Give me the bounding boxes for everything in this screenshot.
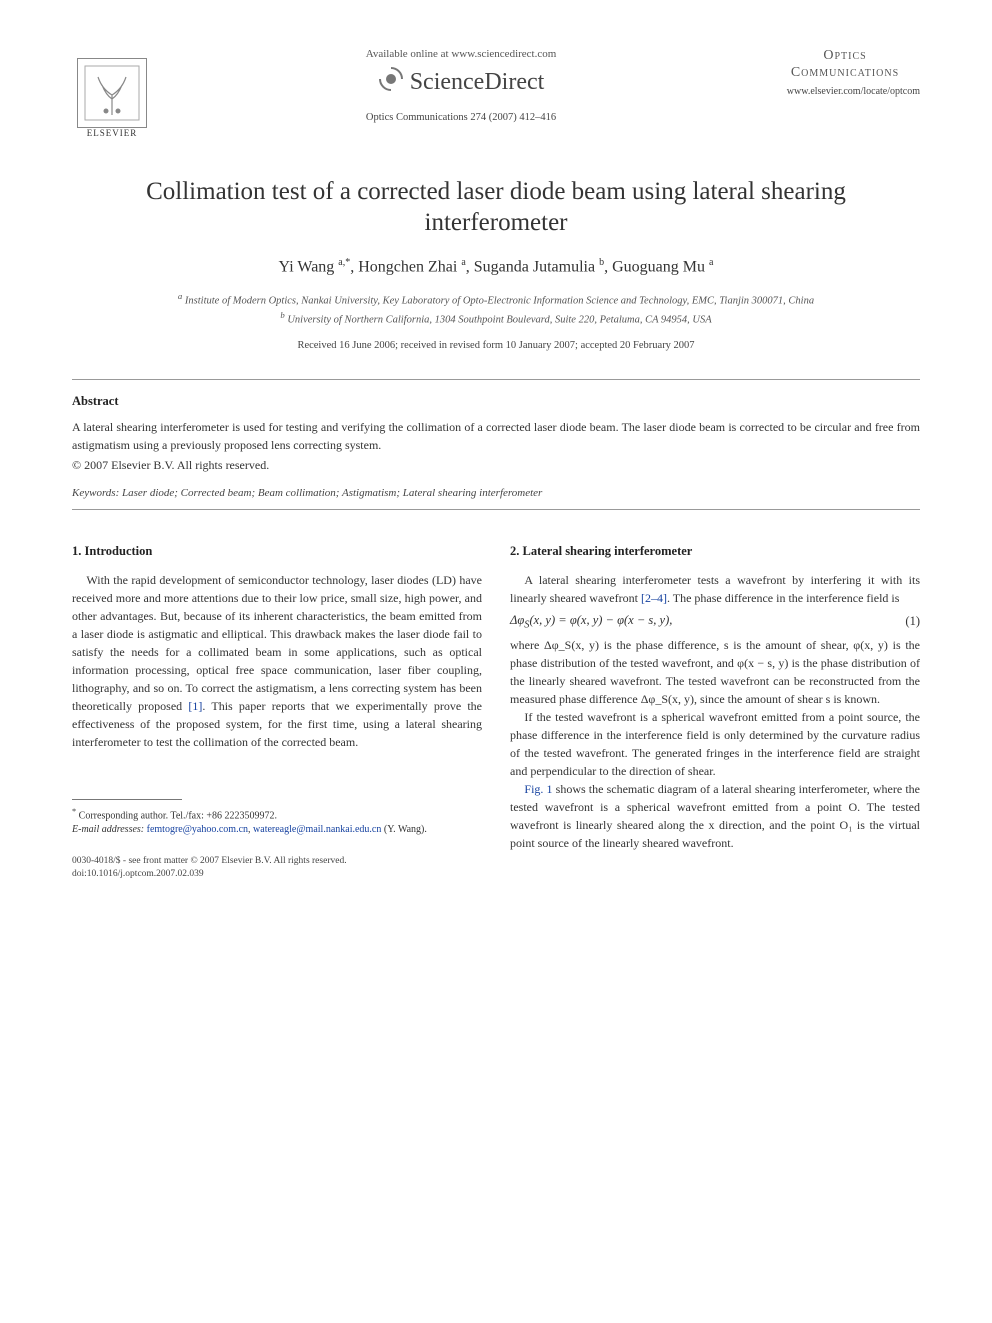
- elsevier-tree-icon: [77, 58, 147, 128]
- author-3-markers: b: [599, 257, 604, 268]
- section-1-heading: 1. Introduction: [72, 544, 482, 559]
- author-3: Suganda Jutamulia: [474, 258, 595, 275]
- email-author: (Y. Wang).: [384, 824, 427, 835]
- keywords-label: Keywords:: [72, 487, 119, 499]
- article-dates: Received 16 June 2006; received in revis…: [72, 340, 920, 351]
- front-matter-line: 0030-4018/$ - see front matter © 2007 El…: [72, 855, 482, 868]
- abstract-text: A lateral shearing interferometer is use…: [72, 420, 920, 451]
- email-line: E-mail addresses: femtogre@yahoo.com.cn,…: [72, 823, 482, 837]
- rule-below-keywords: [72, 509, 920, 510]
- email-1[interactable]: femtogre@yahoo.com.cn: [147, 824, 248, 835]
- eq-rhs: (x, y) = φ(x, y) − φ(x − s, y),: [529, 613, 672, 627]
- right-column: 2. Lateral shearing interferometer A lat…: [510, 544, 920, 881]
- author-2: Hongchen Zhai: [358, 258, 457, 275]
- sciencedirect-logo: ScienceDirect: [378, 66, 545, 98]
- section-2-body-cont: where Δφ_S(x, y) is the phase difference…: [510, 636, 920, 852]
- header-row: ELSEVIER Available online at www.science…: [72, 48, 920, 138]
- journal-name-line1: Optics: [823, 48, 866, 63]
- fig-1-link[interactable]: Fig. 1: [524, 782, 552, 796]
- footnotes: * Corresponding author. Tel./fax: +86 22…: [72, 806, 482, 837]
- equation-1-body: ΔφS(x, y) = φ(x, y) − φ(x − s, y),: [510, 613, 672, 631]
- lsi-p2: where Δφ_S(x, y) is the phase difference…: [510, 636, 920, 708]
- left-column: 1. Introduction With the rapid developme…: [72, 544, 482, 881]
- available-online-text: Available online at www.sciencedirect.co…: [162, 48, 760, 60]
- doi-line: doi:10.1016/j.optcom.2007.02.039: [72, 868, 482, 881]
- author-4-markers: a: [709, 257, 713, 268]
- author-1-markers: a,*: [338, 257, 350, 268]
- journal-block: Optics Communications www.elsevier.com/l…: [770, 48, 920, 97]
- rule-above-abstract: [72, 379, 920, 380]
- lsi-p3: If the tested wavefront is a spherical w…: [510, 708, 920, 780]
- email-label: E-mail addresses:: [72, 824, 144, 835]
- abstract-heading: Abstract: [72, 394, 920, 409]
- corresponding-author-note: * Corresponding author. Tel./fax: +86 22…: [72, 806, 482, 823]
- journal-name: Optics Communications: [770, 48, 920, 82]
- author-4: Guoguang Mu: [612, 258, 705, 275]
- intro-p1a: With the rapid development of semiconduc…: [72, 573, 482, 713]
- article-title: Collimation test of a corrected laser di…: [72, 176, 920, 239]
- lsi-p4b: shows the schematic diagram of a lateral…: [510, 782, 920, 850]
- footnote-rule: [72, 799, 182, 800]
- doi-block: 0030-4018/$ - see front matter © 2007 El…: [72, 855, 482, 881]
- abstract-copyright: © 2007 Elsevier B.V. All rights reserved…: [72, 458, 920, 473]
- section-2-body: A lateral shearing interferometer tests …: [510, 571, 920, 607]
- affiliations: a Institute of Modern Optics, Nankai Uni…: [72, 290, 920, 328]
- journal-name-line2: Communications: [791, 65, 899, 80]
- header-center: Available online at www.sciencedirect.co…: [152, 48, 770, 123]
- section-1-body: With the rapid development of semiconduc…: [72, 571, 482, 751]
- email-2[interactable]: watereagle@mail.nankai.edu.cn: [253, 824, 381, 835]
- author-2-markers: a: [461, 257, 465, 268]
- lsi-p1b: . The phase difference in the interferen…: [667, 591, 899, 605]
- equation-1-number: (1): [905, 614, 920, 629]
- ref-link-1[interactable]: [1]: [188, 699, 202, 713]
- keywords-line: Keywords: Laser diode; Corrected beam; B…: [72, 487, 920, 499]
- citation-line: Optics Communications 274 (2007) 412–416: [162, 112, 760, 123]
- publisher-name: ELSEVIER: [87, 128, 138, 138]
- publisher-logo: ELSEVIER: [72, 48, 152, 138]
- ref-link-2-4[interactable]: [2–4]: [641, 591, 667, 605]
- affiliation-b: University of Northern California, 1304 …: [287, 315, 711, 326]
- author-1: Yi Wang: [279, 258, 335, 275]
- authors-line: Yi Wang a,*, Hongchen Zhai a, Suganda Ju…: [72, 257, 920, 276]
- abstract-body: A lateral shearing interferometer is use…: [72, 419, 920, 454]
- sciencedirect-text: ScienceDirect: [410, 69, 545, 96]
- affiliation-a: Institute of Modern Optics, Nankai Unive…: [185, 295, 814, 306]
- eq-lhs: Δφ: [510, 613, 524, 627]
- sciencedirect-swirl-icon: [378, 66, 404, 98]
- page: ELSEVIER Available online at www.science…: [0, 0, 992, 921]
- equation-1: ΔφS(x, y) = φ(x, y) − φ(x − s, y), (1): [510, 613, 920, 631]
- body-columns: 1. Introduction With the rapid developme…: [72, 544, 920, 881]
- corr-text: Corresponding author. Tel./fax: +86 2223…: [79, 810, 277, 821]
- locate-url: www.elsevier.com/locate/optcom: [770, 86, 920, 97]
- section-2-heading: 2. Lateral shearing interferometer: [510, 544, 920, 559]
- keywords-items: Laser diode; Corrected beam; Beam collim…: [122, 487, 542, 499]
